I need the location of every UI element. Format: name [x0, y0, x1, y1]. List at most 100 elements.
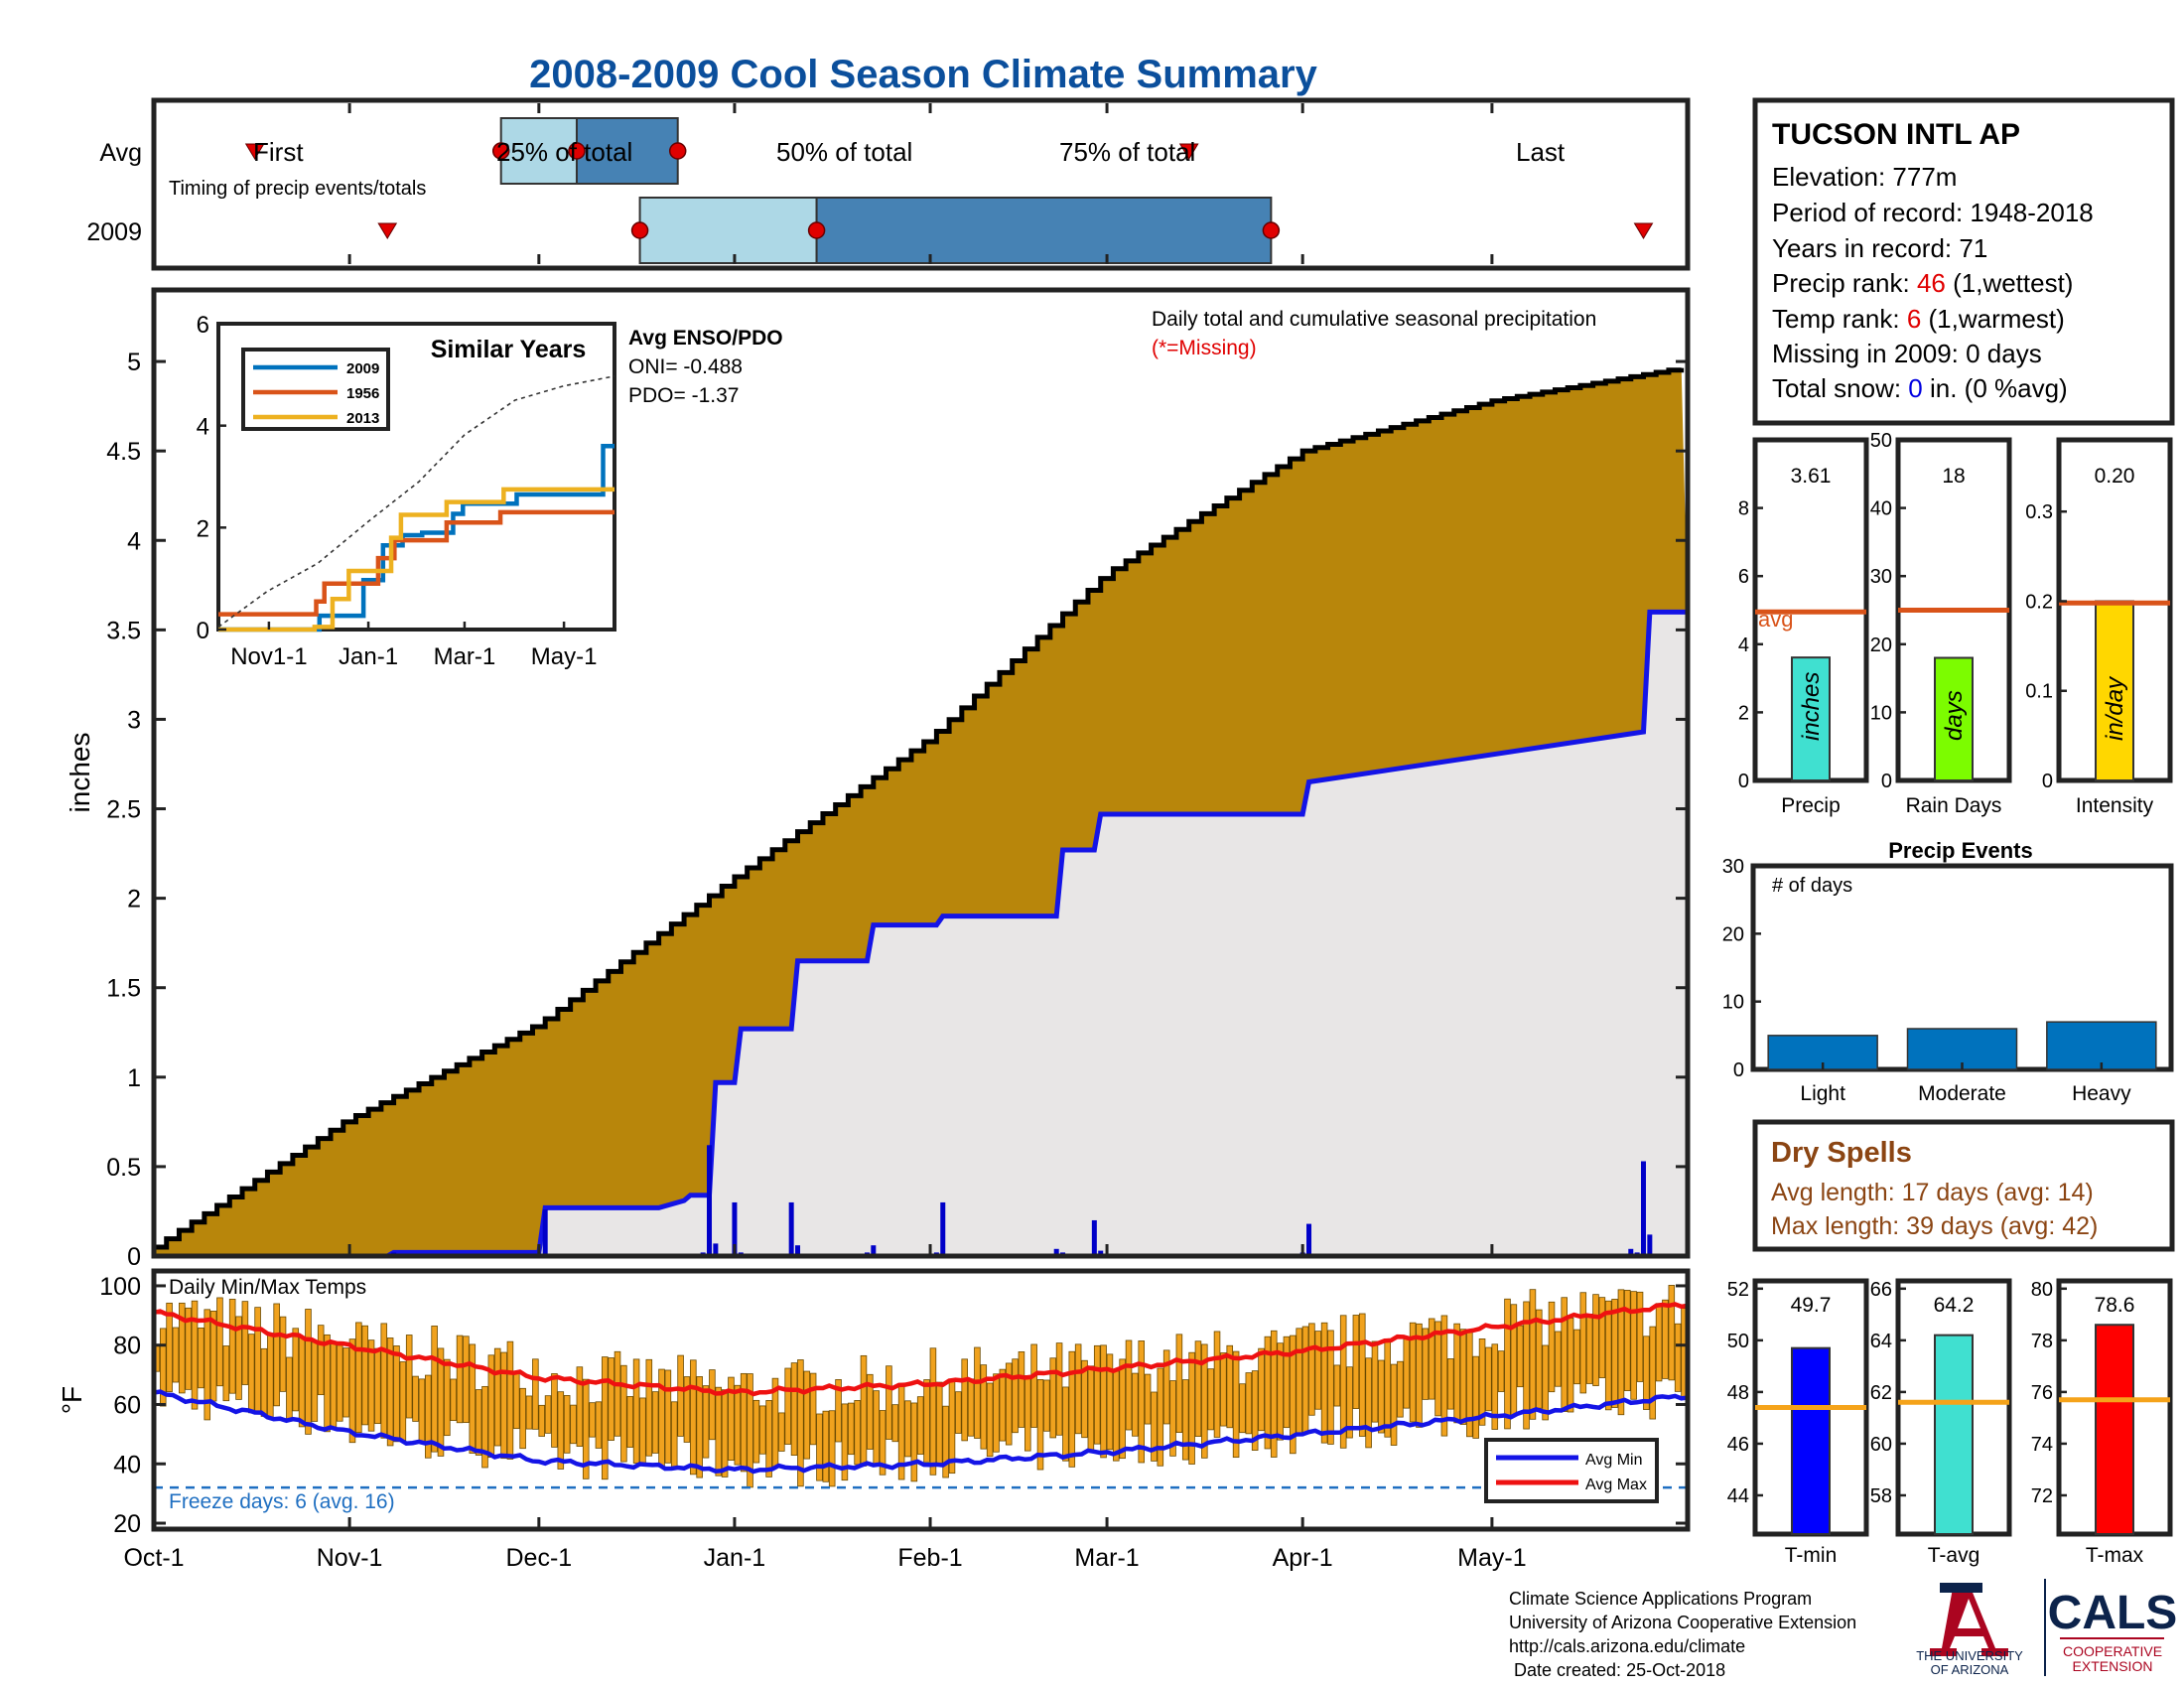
- timing-bar-50-75-2009: [815, 197, 1273, 264]
- daily-temp-bar-151: [1106, 1353, 1114, 1451]
- daily-temp-bar-124: [935, 1381, 943, 1464]
- daily-temp-bar-33: [361, 1325, 368, 1426]
- daily-temp-bar-72: [608, 1357, 614, 1441]
- daily-temp-bar-116: [886, 1365, 892, 1440]
- daily-temp-bar-215: [1510, 1304, 1518, 1416]
- avg-label: avg: [1758, 607, 1793, 632]
- daily-temp-bar-226: [1579, 1292, 1587, 1394]
- daily-temp-bar-224: [1567, 1317, 1574, 1413]
- bar-ytick-label-2-2: 0.2: [2025, 591, 2053, 613]
- similar-years-inset: 0 2 4 6 Nov1-1 Jan-1 Mar-1 May-1 Similar Years…: [197, 312, 616, 670]
- daily-precip-bar-10: [871, 1245, 877, 1256]
- daily-temp-bar-101: [790, 1362, 798, 1456]
- station-precip-rank: Precip rank: 46 (1,wettest): [1772, 268, 2073, 298]
- daily-temp-bar-149: [1093, 1344, 1101, 1445]
- daily-temp-bar-67: [576, 1366, 584, 1447]
- timing-bar-50-75-Avg: [575, 117, 679, 185]
- timing-dot-Avg-1: [568, 142, 586, 160]
- page-title: 2008-2009 Cool Season Climate Summary: [529, 53, 1317, 96]
- temp-bar-ytick-label-2-3: 78: [2031, 1331, 2053, 1352]
- daily-temp-bar-47: [450, 1378, 457, 1421]
- main-ytick-label-5: 2.5: [106, 796, 141, 824]
- bar-label-1: Rain Days: [1906, 794, 2002, 817]
- daily-temp-bar-204: [1440, 1315, 1448, 1437]
- daily-temp-bar-106: [822, 1410, 830, 1482]
- temp-bar-value-1: 64.2: [1934, 1294, 1975, 1317]
- daily-temp-bar-15: [247, 1334, 255, 1414]
- station-name: TUCSON INTL AP: [1772, 118, 2020, 151]
- daily-temp-bar-88: [709, 1369, 716, 1441]
- timing-dot-Avg-0: [491, 142, 510, 160]
- daily-temp-bar-141: [1043, 1379, 1050, 1432]
- daily-temp-bar-27: [324, 1334, 331, 1433]
- event-ytick-label-1: 10: [1722, 992, 1744, 1014]
- main-ytick-label-7: 3.5: [106, 617, 141, 644]
- avg-max-line: [153, 1302, 1689, 1397]
- timing-triangle-Avg-0: [244, 143, 265, 160]
- daily-precip-bar-7: [788, 1201, 794, 1256]
- month-label-7: May-1: [1457, 1544, 1526, 1572]
- avg-min-line: [153, 1389, 1689, 1475]
- daily-temp-bar-198: [1403, 1337, 1411, 1409]
- temp-bar-ytick-label-0-1: 46: [1727, 1434, 1749, 1456]
- daily-temp-bar-75: [626, 1396, 634, 1448]
- daily-temp-bar-207: [1459, 1329, 1467, 1425]
- temp-ylabel: °F: [57, 1386, 87, 1414]
- daily-temp-bar-156: [1138, 1340, 1146, 1464]
- daily-temp-bar-102: [797, 1359, 804, 1487]
- daily-temp-bar-83: [677, 1354, 684, 1437]
- timing-triangle-2009-1: [1633, 222, 1654, 239]
- daily-temp-bar-202: [1428, 1318, 1435, 1400]
- daily-temp-bar-54: [493, 1347, 501, 1447]
- daily-temp-bar-220: [1542, 1344, 1549, 1421]
- bar-ytick-label-1-3: 30: [1870, 566, 1892, 588]
- cumulative-2009-line: [154, 609, 1688, 1259]
- daily-temp-bar-58: [519, 1387, 526, 1450]
- daily-temp-bar-154: [1125, 1339, 1133, 1431]
- bar-ytick-label-1-4: 40: [1870, 498, 1892, 520]
- daily-temp-bar-109: [841, 1403, 849, 1481]
- temp-bar-label-1: T-avg: [1928, 1544, 1980, 1567]
- daily-temp-bar-206: [1453, 1323, 1460, 1424]
- inset-legend-label-2009: 2009: [346, 360, 379, 377]
- daily-temp-bar-125: [942, 1405, 949, 1478]
- missing-note: (*=Missing): [1152, 337, 1257, 359]
- daily-temp-bar-188: [1339, 1315, 1347, 1449]
- daily-temp-bar-43: [424, 1374, 432, 1459]
- daily-temp-bar-4: [179, 1302, 186, 1394]
- daily-temp-bar-231: [1611, 1299, 1618, 1408]
- daily-temp-bar-219: [1536, 1309, 1543, 1409]
- main-ytick-label-9: 4.5: [106, 438, 141, 466]
- daily-temp-bar-31: [348, 1338, 356, 1444]
- timing-25-label: 25% of total: [496, 137, 632, 167]
- bar-ytick-label-2-3: 0.3: [2025, 501, 2053, 523]
- daily-temp-bar-16: [254, 1307, 261, 1415]
- daily-temp-bar-91: [728, 1376, 735, 1462]
- enso-title: Avg ENSO/PDO: [628, 327, 783, 350]
- daily-temp-bar-13: [235, 1316, 242, 1400]
- daily-temp-bar-34: [367, 1339, 375, 1432]
- main-ytick-label-10: 5: [127, 349, 141, 376]
- university-of-arizona-logo: THE UNIVERSITY OF ARIZONA: [1916, 1583, 2023, 1677]
- bar-ytick-label-1-1: 10: [1870, 702, 1892, 724]
- daily-temp-bar-41: [412, 1375, 419, 1422]
- station-period: Period of record: 1948-2018: [1772, 198, 2094, 227]
- daily-temp-bar-17: [260, 1347, 268, 1417]
- bar-label-0: Precip: [1781, 794, 1841, 817]
- daily-temp-bar-68: [582, 1378, 590, 1479]
- daily-temp-bar-87: [702, 1385, 710, 1459]
- daily-temp-bar-19: [273, 1303, 280, 1407]
- month-axis: Oct-1 Nov-1 Dec-1 Jan-1 Feb-1 Mar-1 Apr-1 May-1: [123, 1244, 1527, 1572]
- dry-spells-max: Max length: 39 days (avg: 42): [1771, 1212, 2098, 1240]
- timing-caption: Timing of precip events/totals: [169, 178, 426, 200]
- event-label-2: Heavy: [2072, 1082, 2131, 1105]
- bar-intensity: [2095, 600, 2134, 782]
- daily-temp-bar-165: [1194, 1340, 1202, 1437]
- daily-temp-bar-120: [910, 1402, 918, 1482]
- daily-temp-bar-183: [1308, 1323, 1315, 1416]
- daily-temp-bar-100: [784, 1367, 791, 1445]
- daily-temp-bar-153: [1119, 1358, 1126, 1460]
- bar-precip: [1791, 656, 1831, 781]
- bar-ytick-label-2-0: 0: [2042, 771, 2053, 792]
- daily-temp-bar-192: [1365, 1357, 1372, 1449]
